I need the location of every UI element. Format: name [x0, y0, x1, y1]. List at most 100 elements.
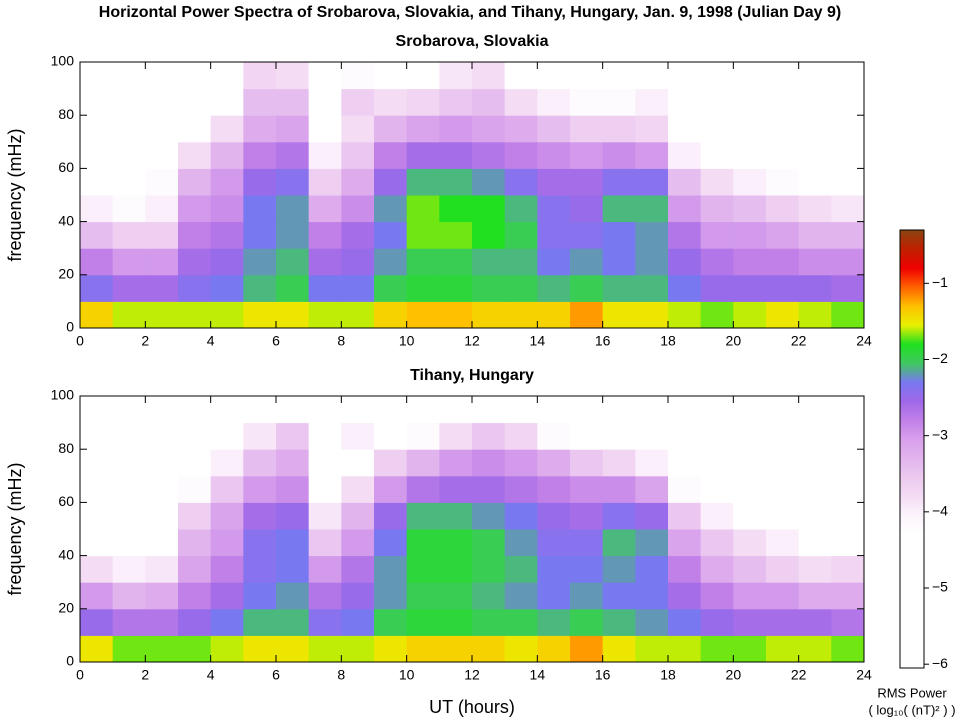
heatmap-cell	[504, 301, 538, 329]
heatmap-cell	[178, 88, 212, 116]
heatmap-cell	[439, 449, 473, 477]
heatmap-cell	[602, 115, 636, 143]
heatmap-cell	[112, 248, 146, 276]
heatmap-cell	[733, 635, 767, 663]
heatmap-cell	[733, 422, 767, 450]
heatmap-cell	[668, 195, 702, 223]
y-tick-label: 80	[58, 106, 74, 122]
heatmap-cell	[112, 221, 146, 249]
heatmap-cell	[406, 88, 440, 116]
heatmap-cell	[341, 62, 375, 90]
heatmap-cell	[210, 221, 244, 249]
heatmap-cell	[308, 115, 342, 143]
heatmap-cell	[80, 529, 114, 557]
heatmap-cell	[178, 195, 212, 223]
x-tick-label: 12	[464, 333, 480, 349]
heatmap-cell	[243, 529, 277, 557]
heatmap-cell	[635, 274, 669, 302]
heatmap-cell	[700, 168, 734, 196]
heatmap-cell	[439, 502, 473, 530]
heatmap-cell	[308, 274, 342, 302]
heatmap-cell	[243, 168, 277, 196]
heatmap-cell	[276, 422, 310, 450]
heatmap-cell	[374, 195, 408, 223]
heatmap-cell	[504, 396, 538, 424]
heatmap-cell	[766, 582, 800, 610]
colorbar-tick-label: −5	[932, 579, 948, 595]
heatmap-cell	[472, 115, 506, 143]
heatmap-cell	[276, 274, 310, 302]
heatmap-cell	[537, 221, 571, 249]
heatmap-cell	[668, 449, 702, 477]
heatmap-cell	[602, 449, 636, 477]
heatmap-cell	[700, 582, 734, 610]
heatmap-cell	[439, 141, 473, 169]
heatmap-cell	[374, 475, 408, 503]
heatmap-cell	[406, 502, 440, 530]
heatmap-cell	[112, 274, 146, 302]
heatmap-cell	[537, 608, 571, 636]
heatmap-cell	[798, 635, 832, 663]
heatmap-cell	[798, 62, 832, 90]
heatmap-cell	[635, 396, 669, 424]
heatmap-cell	[80, 274, 114, 302]
heatmap-cell	[308, 635, 342, 663]
heatmap-cell	[635, 248, 669, 276]
heatmap-cell	[145, 582, 179, 610]
heatmap-cell	[308, 449, 342, 477]
heatmap-cell	[308, 608, 342, 636]
heatmap-cell	[570, 608, 604, 636]
heatmap-cell	[668, 221, 702, 249]
heatmap-cell	[602, 274, 636, 302]
heatmap-cell	[537, 449, 571, 477]
heatmap-cell	[145, 449, 179, 477]
heatmap-cell	[668, 274, 702, 302]
heatmap-cell	[276, 475, 310, 503]
colorbar-tick-label: −6	[932, 655, 948, 671]
y-tick-label: 20	[58, 600, 74, 616]
heatmap-cell	[178, 115, 212, 143]
heatmap-cell	[112, 422, 146, 450]
heatmap-cell	[766, 115, 800, 143]
heatmap-cell	[798, 115, 832, 143]
heatmap-cell	[112, 115, 146, 143]
heatmap-cell	[700, 475, 734, 503]
heatmap-cell	[341, 301, 375, 329]
heatmap-cell	[80, 248, 114, 276]
colorbar-label: RMS Power	[877, 685, 947, 700]
heatmap-cell	[602, 301, 636, 329]
heatmap-cell	[831, 248, 865, 276]
heatmap-cell	[733, 396, 767, 424]
heatmap-cell	[112, 555, 146, 583]
heatmap-cell	[341, 422, 375, 450]
colorbar	[899, 229, 925, 669]
heatmap-cell	[243, 555, 277, 583]
heatmap-cell	[602, 248, 636, 276]
heatmap-cell	[504, 168, 538, 196]
x-tick-label: 2	[141, 333, 149, 349]
x-tick-label: 14	[530, 667, 546, 683]
y-axis-label: frequency (mHz)	[5, 128, 25, 261]
heatmap-cell	[243, 115, 277, 143]
heatmap-cell	[243, 396, 277, 424]
heatmap-cell	[668, 115, 702, 143]
heatmap-cell	[733, 274, 767, 302]
heatmap-cell	[602, 195, 636, 223]
heatmap-cell	[374, 422, 408, 450]
heatmap-cell	[733, 221, 767, 249]
panel-title: Srobarova, Slovakia	[396, 33, 549, 50]
heatmap-cell	[570, 195, 604, 223]
heatmap-cell	[308, 141, 342, 169]
heatmap-cell	[504, 115, 538, 143]
heatmap-cell	[243, 88, 277, 116]
heatmap-cell	[570, 502, 604, 530]
heatmap-cell	[668, 555, 702, 583]
heatmap-cell	[602, 635, 636, 663]
heatmap-cell	[537, 582, 571, 610]
heatmap-cell	[733, 195, 767, 223]
heatmap-cell	[602, 555, 636, 583]
heatmap-cell	[831, 195, 865, 223]
heatmap-cell	[341, 248, 375, 276]
heatmap-cell	[733, 168, 767, 196]
heatmap-cell	[112, 195, 146, 223]
